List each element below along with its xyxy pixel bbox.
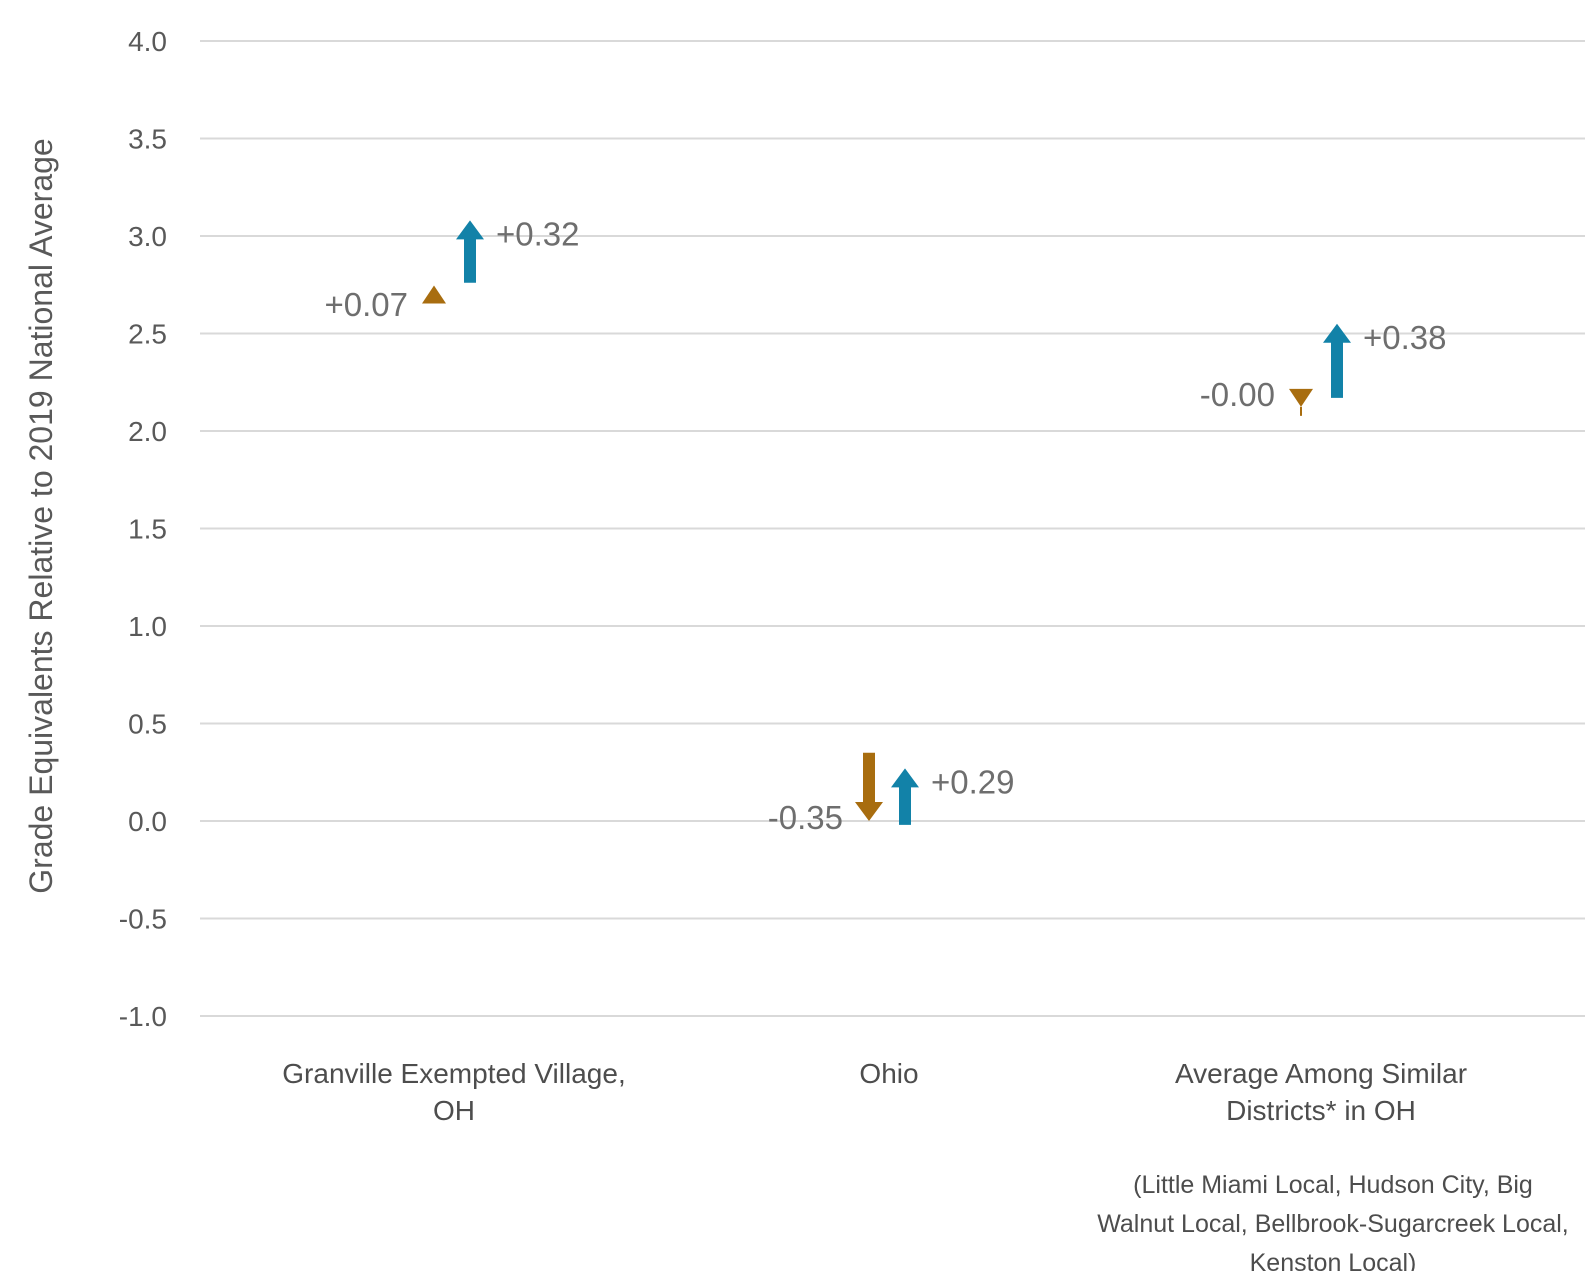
category-label: Ohio xyxy=(859,1058,918,1089)
y-tick-label: -0.5 xyxy=(119,904,167,935)
gridlines xyxy=(200,40,1585,1017)
category-label: Granville Exempted Village, xyxy=(282,1058,625,1089)
data-label: +0.07 xyxy=(325,286,409,323)
category-label: Average Among Similar xyxy=(1175,1058,1467,1089)
footnote-line: Kenston Local) xyxy=(1250,1249,1417,1271)
arrow-mark xyxy=(456,220,484,283)
category-label: Districts* in OH xyxy=(1226,1095,1416,1126)
y-tick-label: 0.0 xyxy=(128,806,167,837)
y-tick-label: -1.0 xyxy=(119,1001,167,1032)
arrow-mark xyxy=(1289,388,1313,407)
y-axis-ticks: 4.0 3.5 3.0 2.5 2.0 1.5 1.0 0.5 0.0 -0.5 -1.0 xyxy=(119,26,167,1032)
data-label: +0.32 xyxy=(496,215,580,252)
arrow-mark xyxy=(891,768,919,825)
footnote: (Little Miami Local, Hudson City, Big Wal… xyxy=(1097,1171,1569,1271)
y-tick-label: 3.5 xyxy=(128,124,167,155)
y-tick-label: 1.5 xyxy=(128,514,167,545)
arrow-mark xyxy=(855,752,883,821)
footnote-line: Walnut Local, Bellbrook-Sugarcreek Local… xyxy=(1097,1210,1569,1238)
data-label: +0.38 xyxy=(1363,319,1447,356)
y-tick-label: 1.0 xyxy=(128,611,167,642)
data-label: +0.29 xyxy=(931,763,1015,800)
data-label: -0.35 xyxy=(768,799,843,836)
arrow-mark xyxy=(422,285,446,304)
y-tick-label: 3.0 xyxy=(128,221,167,252)
category-label: OH xyxy=(433,1095,475,1126)
y-tick-label: 0.5 xyxy=(128,709,167,740)
data-label: -0.00 xyxy=(1200,376,1275,413)
footnote-line: (Little Miami Local, Hudson City, Big xyxy=(1133,1171,1533,1199)
y-tick-label: 2.0 xyxy=(128,416,167,447)
arrow-marks: +0.07 -0.35 -0.00 +0.32 +0.29 +0.38 xyxy=(325,215,1447,836)
arrow-mark xyxy=(1323,323,1351,398)
y-axis-label: Grade Equivalents Relative to 2019 Natio… xyxy=(23,138,59,893)
y-tick-label: 2.5 xyxy=(128,319,167,350)
category-labels: Granville Exempted Village, OH Ohio Average… xyxy=(282,1058,1467,1126)
y-tick-label: 4.0 xyxy=(128,26,167,57)
